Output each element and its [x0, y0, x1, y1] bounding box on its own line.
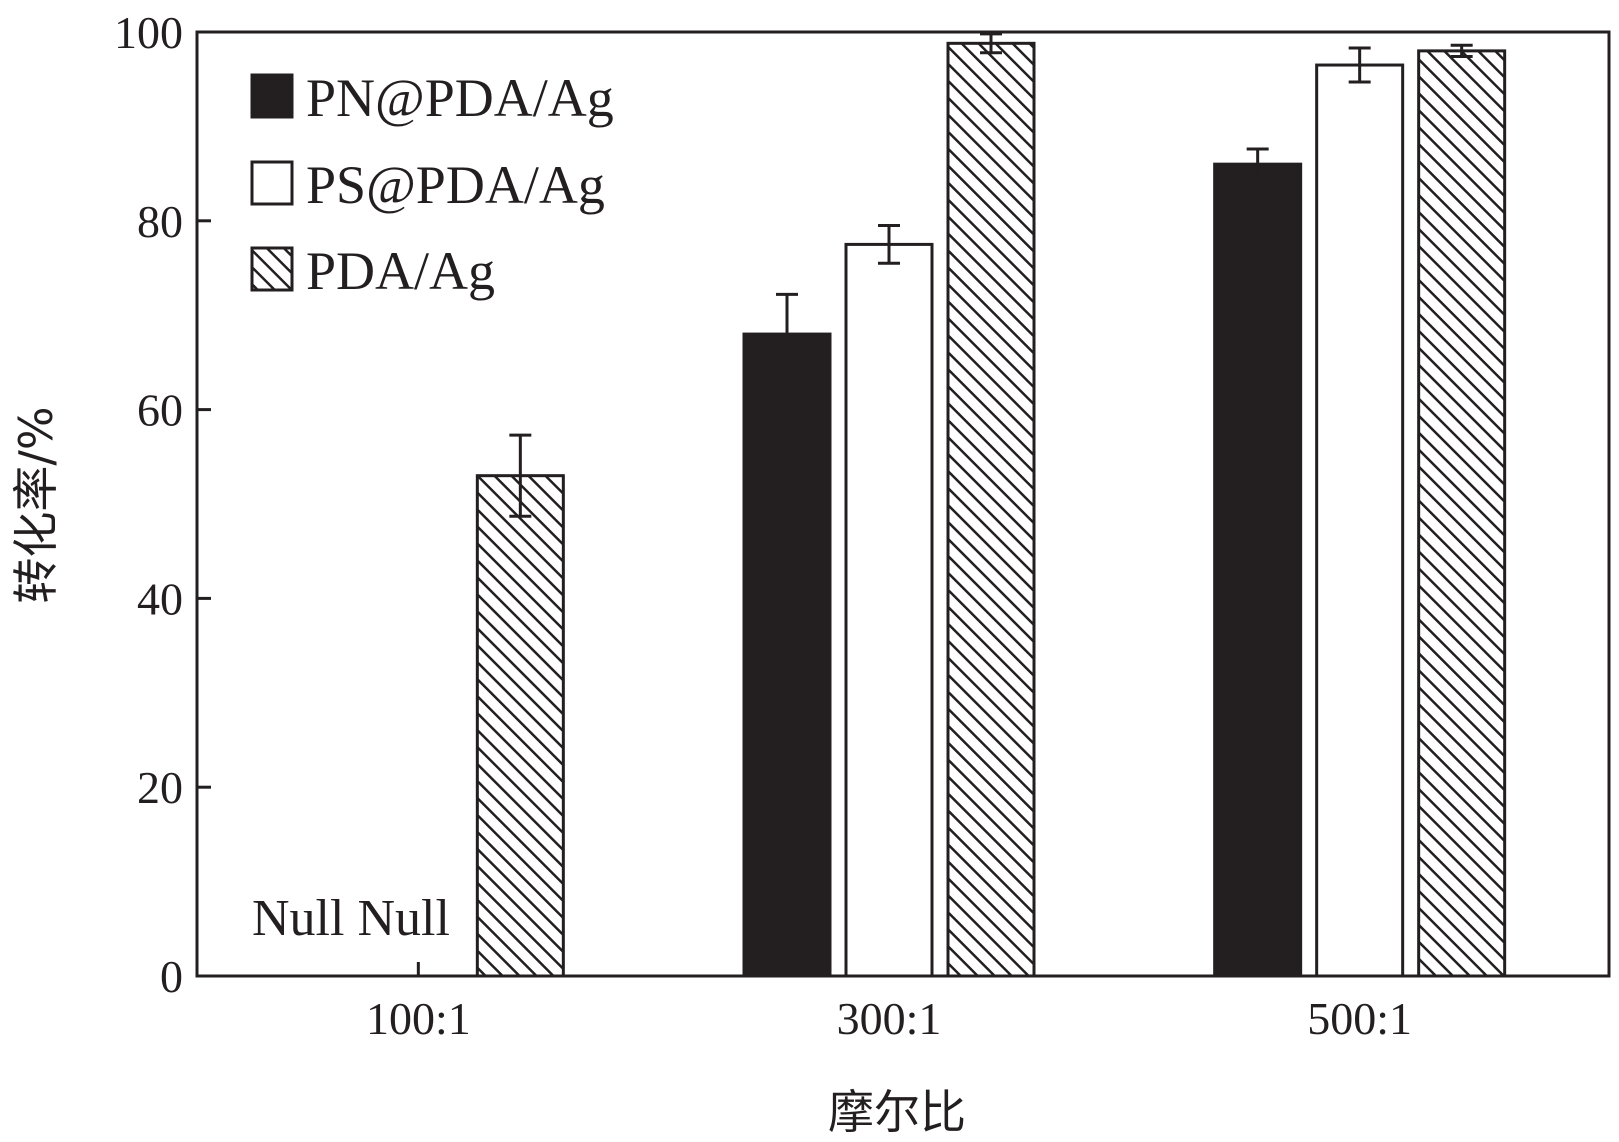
error-bar-pda-ag-100-1 [509, 433, 532, 518]
legend-swatch-pn-pda-ag [250, 73, 294, 119]
legend-label-ps-pda-ag: PS@PDA/Ag [306, 155, 605, 215]
error-bar-ps-pda-ag-500-1 [1348, 46, 1371, 84]
legend-swatch-ps-pda-ag [250, 160, 294, 206]
y-tick-label-100: 100 [114, 7, 183, 58]
error-bar-pn-pda-ag-500-1 [1246, 147, 1269, 181]
legend: PN@PDA/Ag PS@PDA/Ag PDA/Ag [250, 68, 614, 301]
bars [475, 41, 1507, 978]
null-annotation: Null Null [252, 890, 450, 947]
bar-pn-pda-ag-300-1 [742, 332, 832, 978]
bar-pda-ag-300-1 [946, 41, 1036, 978]
bar-pda-ag-500-1 [1417, 49, 1507, 978]
error-bar-pda-ag-500-1 [1450, 43, 1473, 59]
bar-pn-pda-ag-500-1 [1213, 162, 1303, 978]
bar-ps-pda-ag-300-1 [844, 242, 934, 978]
x-axis-title: 摩尔比 [828, 1085, 966, 1139]
y-axis: 0 20 40 60 80 100 [114, 7, 211, 1002]
y-tick-label-60: 60 [137, 385, 183, 436]
y-tick-label-20: 20 [137, 762, 183, 813]
legend-label-pn-pda-ag: PN@PDA/Ag [306, 68, 614, 128]
x-tick-label-100-1: 100:1 [366, 993, 471, 1044]
y-axis-title: 转化率/% [9, 406, 63, 603]
bar-pda-ag-100-1 [475, 474, 565, 978]
error-bar-ps-pda-ag-300-1 [878, 224, 900, 265]
x-tick-label-500-1: 500:1 [1307, 993, 1412, 1044]
y-tick-label-80: 80 [137, 196, 183, 247]
x-tick-label-300-1: 300:1 [837, 993, 942, 1044]
bar-ps-pda-ag-500-1 [1315, 63, 1405, 978]
error-bar-pda-ag-300-1 [980, 32, 1002, 55]
y-tick-label-0: 0 [160, 951, 183, 1002]
x-axis: 100:1 300:1 500:1 [366, 962, 1412, 1044]
error-bar-pn-pda-ag-300-1 [776, 292, 798, 376]
legend-label-pda-ag: PDA/Ag [306, 241, 495, 301]
error-bars [509, 32, 1473, 518]
y-tick-label-40: 40 [137, 573, 183, 624]
legend-swatch-pda-ag [250, 246, 294, 292]
